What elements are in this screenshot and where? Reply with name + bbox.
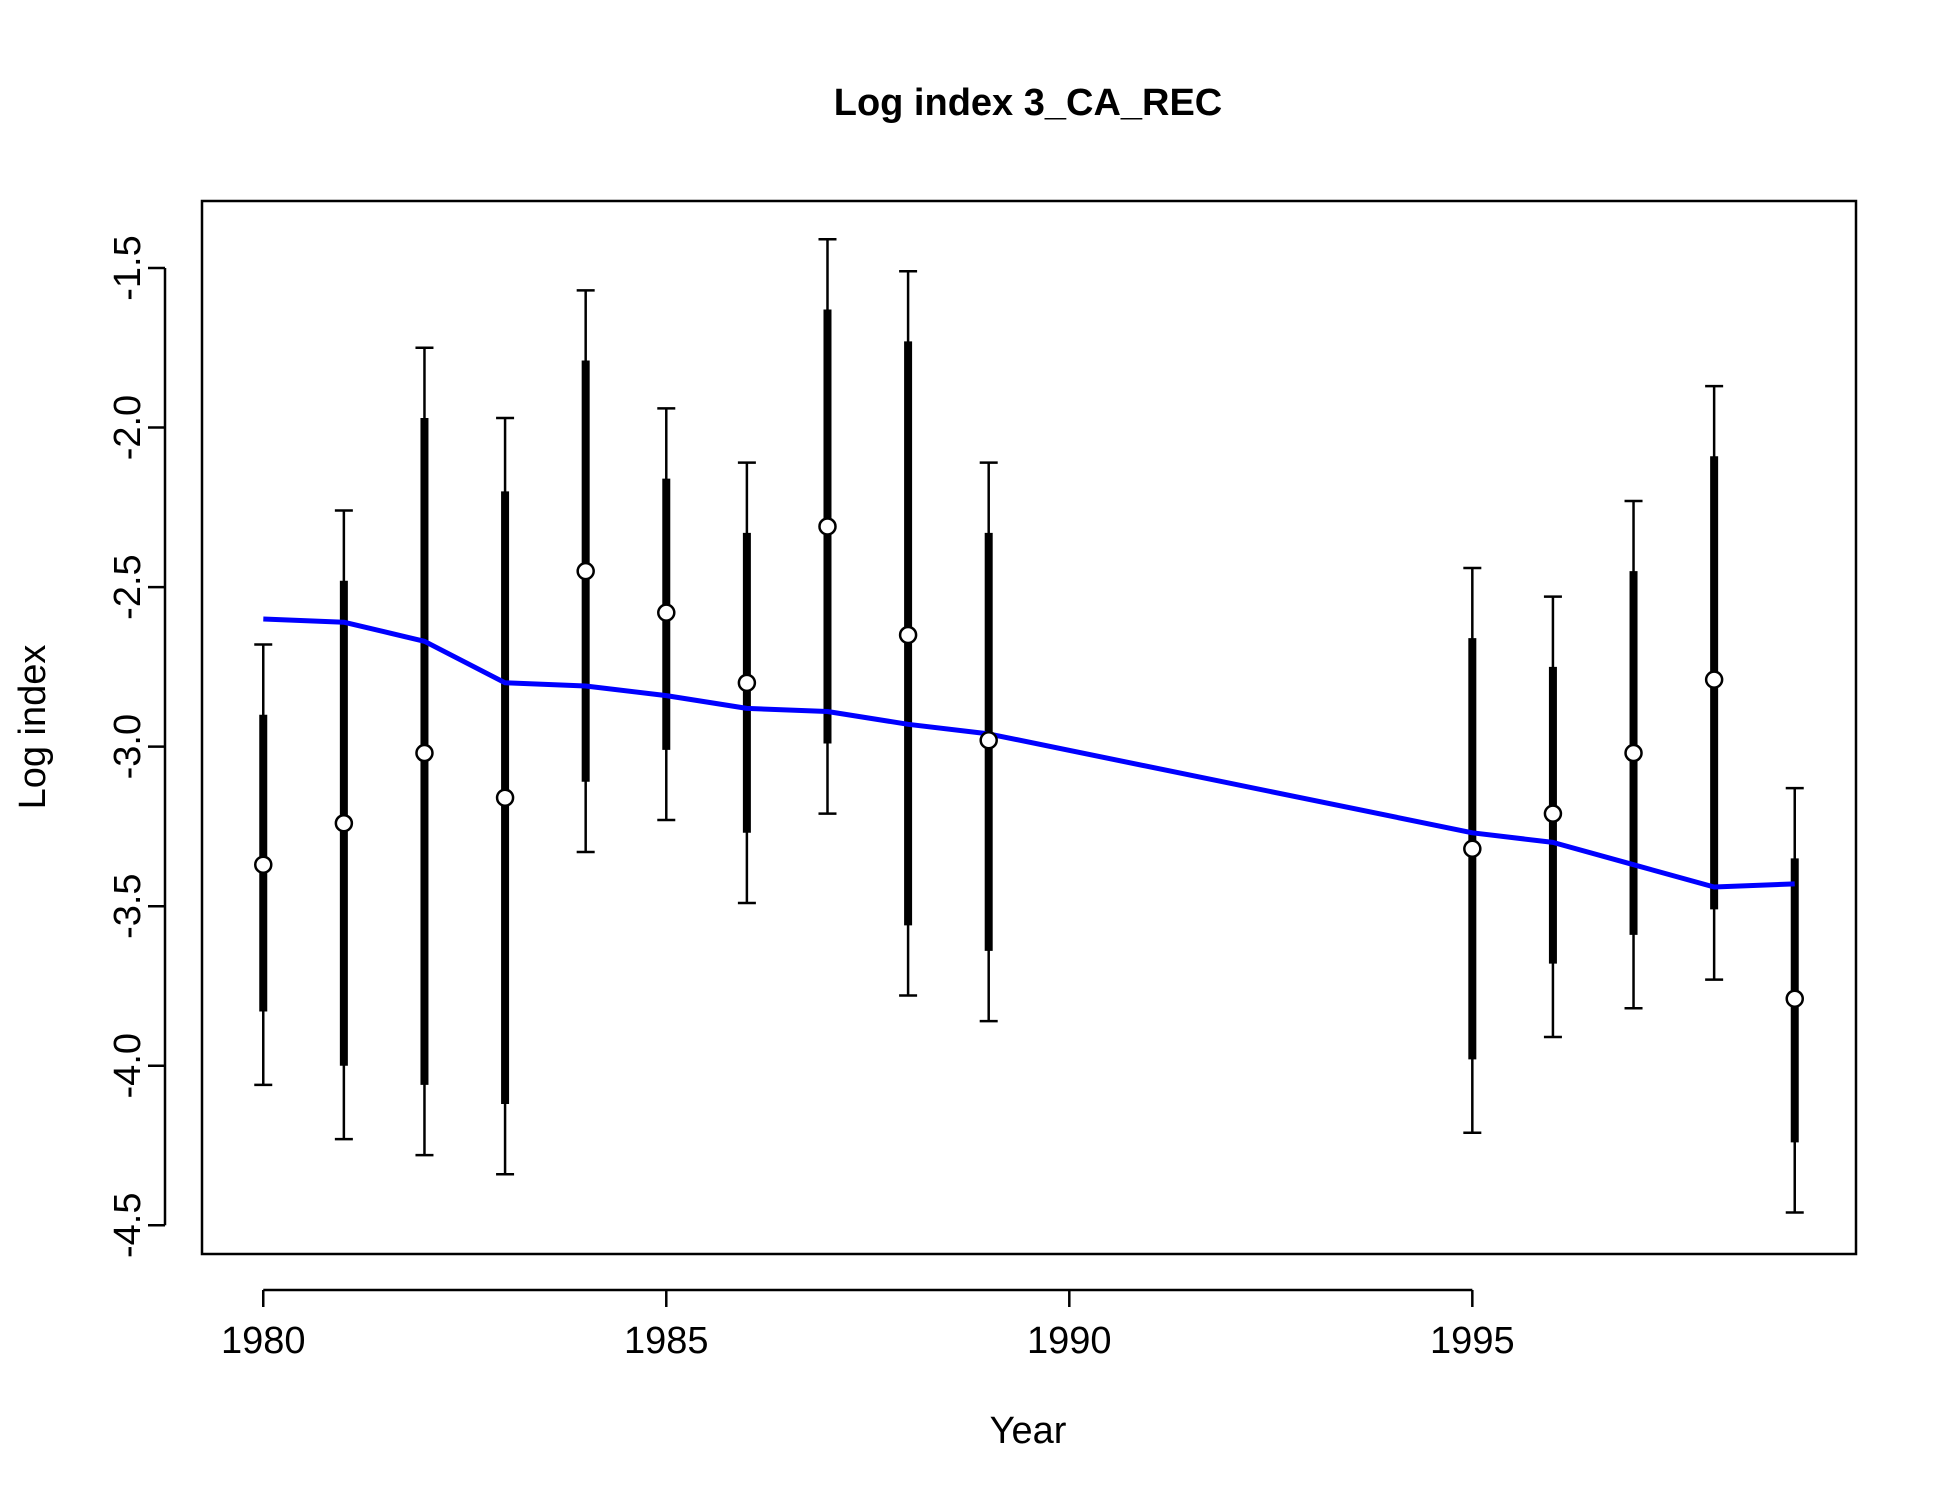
chart-title: Log index 3_CA_REC <box>834 82 1223 124</box>
y-tick-label: -2.0 <box>107 395 149 460</box>
observed-point <box>979 731 998 750</box>
observed-point <box>415 743 434 763</box>
observed-point <box>495 788 515 807</box>
y-tick-label: -3.0 <box>107 714 149 779</box>
observed-point <box>737 673 757 693</box>
x-tick-label: 1980 <box>221 1320 306 1362</box>
observed-point <box>334 813 354 833</box>
observed-point <box>818 517 837 536</box>
x-tick-label: 1985 <box>624 1320 709 1362</box>
observed-point <box>576 561 595 581</box>
y-axis: -1.5 -2.0 -2.5 -3.0 -3.5 -4.0 -4.5 <box>107 235 167 1258</box>
observed-point <box>1785 989 1804 1008</box>
y-tick-label: -1.5 <box>107 235 149 300</box>
y-axis-label: Log index <box>12 645 54 810</box>
observed-point <box>657 603 676 622</box>
x-axis-label: Year <box>990 1410 1067 1452</box>
x-tick-label: 1995 <box>1430 1320 1515 1362</box>
plot-frame <box>200 199 1858 1256</box>
y-tick-label: -4.0 <box>107 1033 149 1098</box>
expected-fit-line <box>263 616 1795 890</box>
y-tick-label: -4.5 <box>107 1193 149 1258</box>
x-tick-label: 1990 <box>1027 1320 1112 1362</box>
y-tick-label: -2.5 <box>107 554 149 619</box>
error-bars <box>254 238 1804 1214</box>
observed-points <box>254 517 1804 1008</box>
observed-point <box>1624 743 1643 763</box>
observed-point <box>1463 839 1482 859</box>
observed-point <box>1704 670 1724 689</box>
x-axis: 1980 1985 1990 1995 <box>221 1288 1515 1362</box>
y-tick-label: -3.5 <box>107 873 149 938</box>
observed-point <box>898 625 918 645</box>
observed-point <box>254 855 273 874</box>
observed-point <box>1543 804 1563 823</box>
